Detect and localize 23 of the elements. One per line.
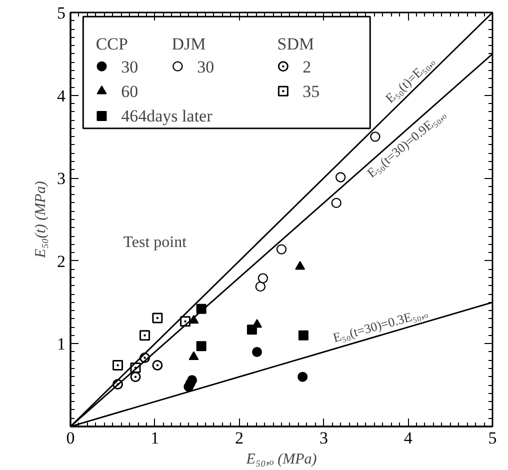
legend-label: 464days later xyxy=(121,106,213,126)
annotation: Test point xyxy=(123,234,188,251)
annotation: SDM xyxy=(277,34,314,54)
y-tick-label: 3 xyxy=(57,169,66,188)
annotation: DJM xyxy=(172,34,206,54)
x-tick-label: 0 xyxy=(66,428,75,448)
legend-label: 2 xyxy=(302,57,312,76)
x-tick-label: 3 xyxy=(319,428,328,448)
x-tick-label: 5 xyxy=(488,428,497,448)
x-tick-label: 4 xyxy=(404,428,413,448)
x-tick-label: 2 xyxy=(235,428,244,448)
y-tick-label: 4 xyxy=(57,86,66,106)
y-tick-label: 5 xyxy=(57,4,66,22)
y-tick-label: 2 xyxy=(57,252,66,271)
x-tick-label: 1 xyxy=(150,428,160,448)
legend-label: 35 xyxy=(302,82,320,102)
legend-label: 30 xyxy=(121,57,138,76)
legend-label: 30 xyxy=(197,57,214,76)
x-axis-title: E₅₀,ₒ (MPa) xyxy=(245,452,317,468)
legend-label: 60 xyxy=(121,82,138,102)
annotation: CCP xyxy=(96,34,128,54)
y-tick-label: 1 xyxy=(57,334,66,354)
y-axis-title: E₅₀(t) (MPa) xyxy=(33,181,49,259)
